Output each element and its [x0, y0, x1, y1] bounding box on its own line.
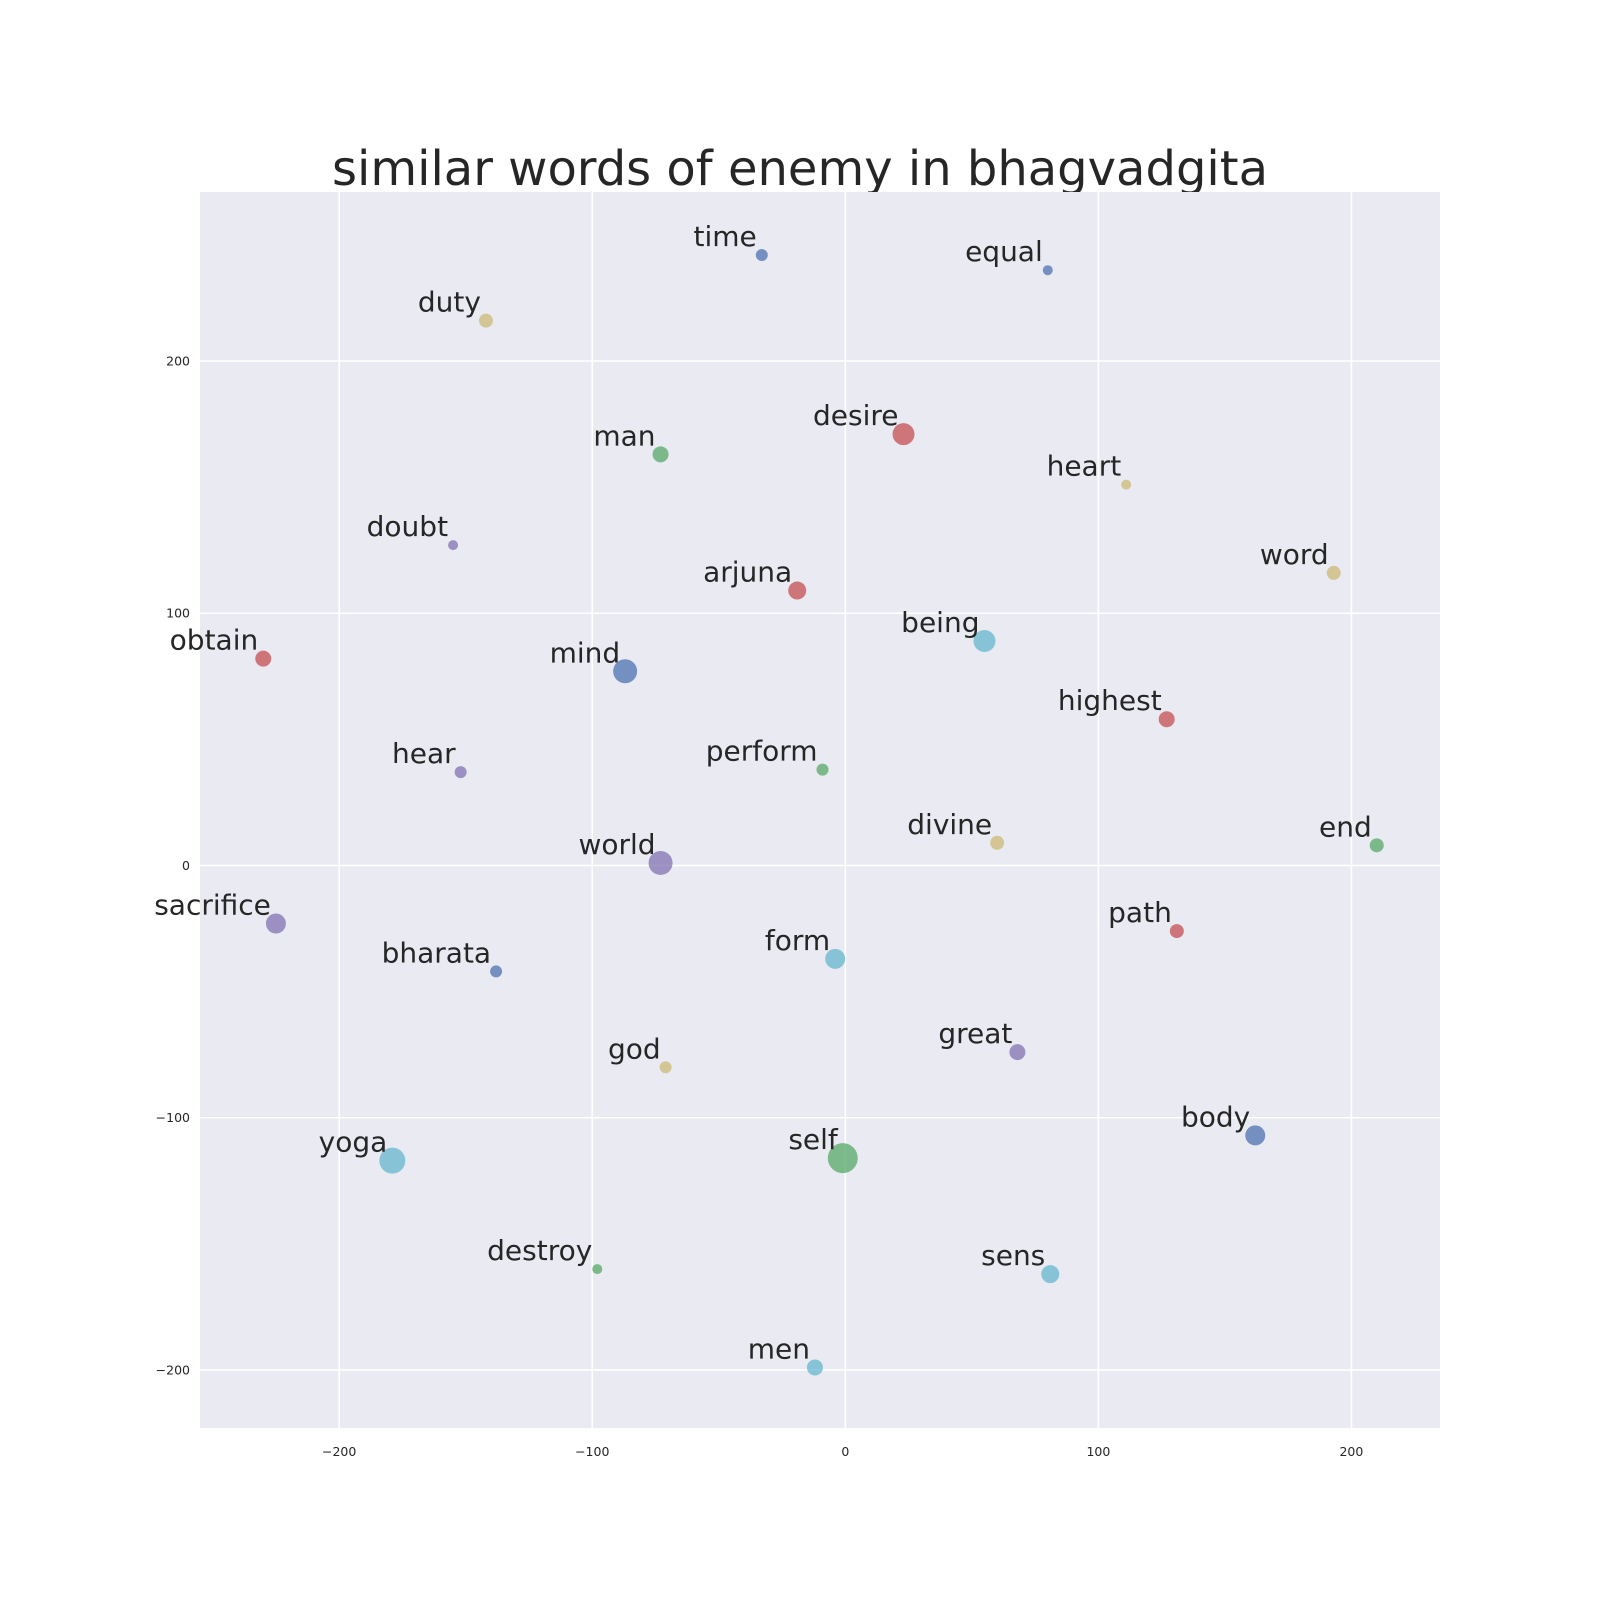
point-end — [1369, 838, 1384, 853]
point-obtain — [255, 650, 272, 667]
point-time — [755, 249, 768, 262]
point-label-doubt: doubt — [367, 510, 448, 543]
point-label-word: word — [1260, 538, 1329, 571]
point-hear — [454, 766, 467, 779]
point-bharata — [490, 965, 503, 978]
point-man — [652, 446, 669, 463]
point-label-perform: perform — [706, 735, 818, 768]
point-word — [1326, 565, 1341, 580]
point-desire — [892, 423, 915, 446]
plot-area — [200, 192, 1440, 1428]
point-labels: time equal duty desire man heart doubt word arju… — [154, 220, 1372, 1365]
point-arjuna — [788, 581, 807, 600]
point-label-god: god — [608, 1032, 661, 1065]
point-great — [1009, 1044, 1026, 1061]
point-label-desire: desire — [813, 399, 899, 432]
point-sens — [1041, 1265, 1060, 1284]
point-label-end: end — [1319, 810, 1372, 843]
point-label-body: body — [1181, 1100, 1250, 1133]
point-label-mind: mind — [550, 636, 621, 669]
point-highest — [1158, 711, 1175, 728]
point-duty — [478, 313, 493, 328]
point-equal — [1042, 265, 1053, 276]
point-form — [825, 948, 846, 969]
point-label-equal: equal — [965, 235, 1043, 268]
point-doubt — [448, 540, 459, 551]
y-tick-label: −200 — [156, 1362, 190, 1377]
point-label-heart: heart — [1047, 450, 1122, 483]
data-points — [255, 249, 1384, 1376]
point-label-divine: divine — [907, 808, 992, 841]
point-label-sens: sens — [981, 1239, 1045, 1272]
y-tick-label: 0 — [182, 858, 190, 873]
point-label-duty: duty — [418, 286, 481, 319]
point-yoga — [379, 1147, 406, 1174]
point-label-yoga: yoga — [319, 1126, 388, 1159]
point-label-man: man — [593, 419, 655, 452]
point-being — [973, 629, 996, 652]
point-label-destroy: destroy — [487, 1234, 592, 1267]
x-tick-label: 200 — [1339, 1444, 1363, 1459]
point-men — [806, 1359, 823, 1376]
point-self — [827, 1143, 858, 1174]
point-label-men: men — [748, 1332, 810, 1365]
chart-title: similar words of enemy in bhagvadgita — [332, 141, 1268, 197]
y-tick-label: 200 — [166, 354, 190, 369]
point-destroy — [592, 1264, 603, 1275]
x-tick-label: −100 — [575, 1444, 609, 1459]
point-label-form: form — [765, 924, 830, 957]
y-tick-label: 100 — [166, 606, 190, 621]
point-perform — [816, 763, 829, 776]
point-divine — [990, 835, 1005, 850]
point-label-time: time — [694, 220, 757, 253]
point-label-highest: highest — [1058, 684, 1162, 717]
point-label-being: being — [901, 606, 979, 639]
point-body — [1245, 1125, 1266, 1146]
point-heart — [1121, 479, 1132, 490]
point-mind — [613, 659, 638, 684]
point-label-world: world — [578, 828, 655, 861]
point-label-obtain: obtain — [170, 624, 259, 657]
x-tick-label: −200 — [322, 1444, 356, 1459]
point-world — [648, 850, 673, 875]
x-tick-label: 100 — [1086, 1444, 1110, 1459]
y-tick-label: −100 — [156, 1110, 190, 1125]
x-tick-label: 0 — [841, 1444, 849, 1459]
point-label-sacrifice: sacrifice — [154, 889, 271, 922]
axis-ticks: −200 −100 0 100 200 −200 −100 0 100 200 — [156, 354, 1364, 1459]
point-sacrifice — [265, 913, 286, 934]
point-path — [1169, 924, 1184, 939]
point-label-arjuna: arjuna — [703, 556, 792, 589]
point-god — [659, 1061, 672, 1074]
point-label-path: path — [1108, 896, 1172, 929]
point-label-bharata: bharata — [382, 936, 491, 969]
point-label-self: self — [788, 1123, 839, 1156]
point-label-hear: hear — [392, 737, 456, 770]
point-label-great: great — [938, 1017, 1012, 1050]
